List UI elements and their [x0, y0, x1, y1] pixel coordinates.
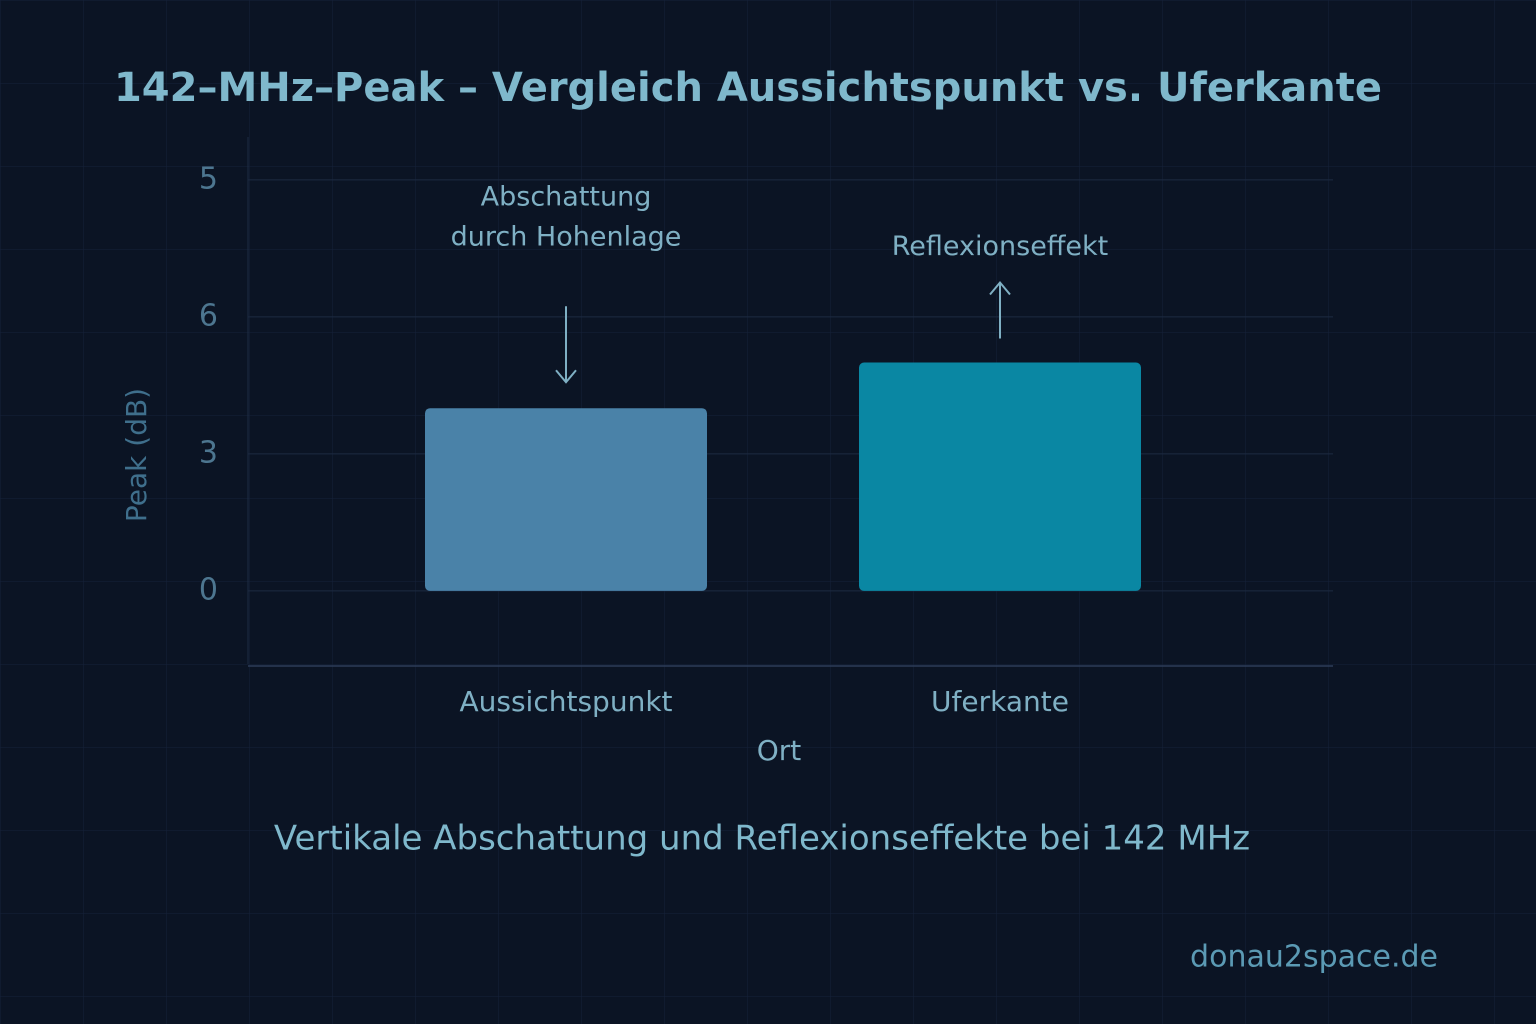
y-tick-label: 0: [199, 572, 218, 607]
source: donau2space.de: [1190, 940, 1438, 975]
bar: [425, 408, 707, 591]
y-tick-label: 6: [199, 298, 218, 333]
y-axis-label: Peak (dB): [120, 388, 153, 522]
annotation-arrow: [555, 306, 577, 384]
x-tick-label: Aussichtspunkt: [459, 685, 672, 718]
x-tick-label: Uferkante: [931, 685, 1069, 718]
bar: [859, 362, 1141, 591]
annotation-arrow: [989, 280, 1011, 339]
annotation: Abschattung: [481, 182, 652, 213]
annotation: durch Hohenlage: [451, 222, 682, 253]
chart-title: 142–MHz–Peak – Vergleich Aussichtspunkt …: [114, 65, 1382, 111]
subtitle: Vertikale Abschattung und Reflexionseffe…: [274, 819, 1250, 859]
x-axis-label: Ort: [757, 734, 802, 767]
y-tick-label: 3: [199, 435, 218, 470]
annotation: Reflexionseffekt: [892, 231, 1109, 262]
y-tick-label: 5: [199, 161, 218, 196]
